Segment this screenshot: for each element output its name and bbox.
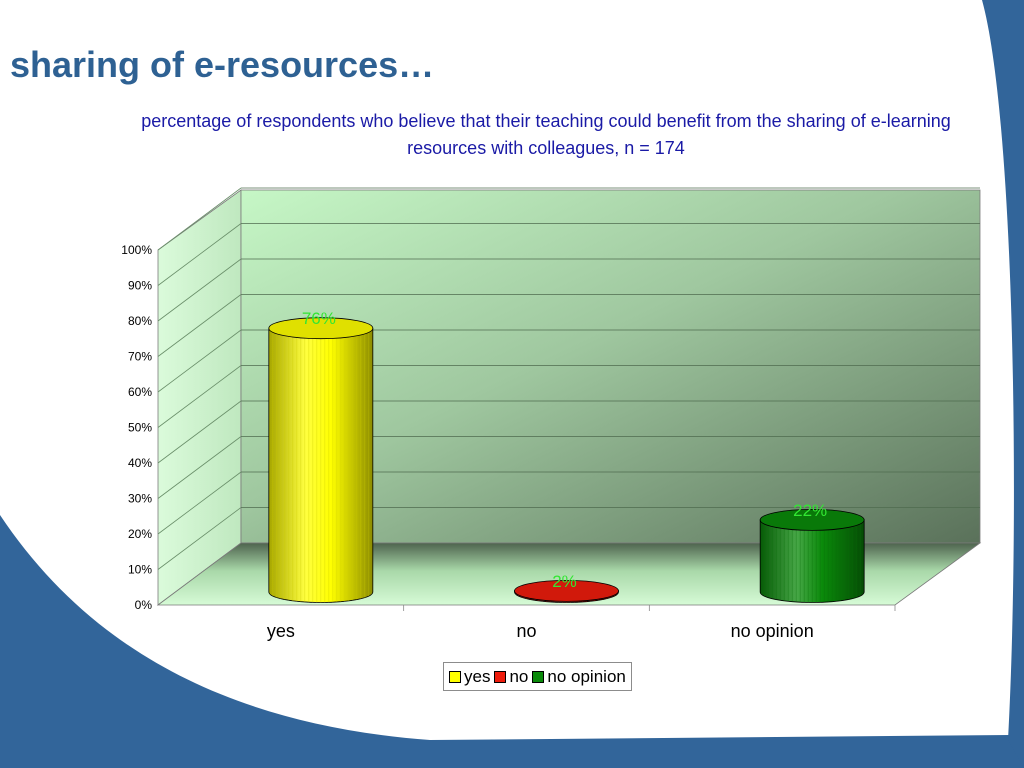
legend-swatch: [449, 670, 461, 683]
x-tick-label: yes: [267, 621, 295, 641]
y-tick-label: 10%: [128, 563, 152, 577]
legend-label: no: [509, 666, 529, 686]
gridline-side: [157, 294, 242, 357]
y-tick-label: 80%: [128, 314, 152, 328]
x-tick-label: no opinion: [731, 621, 814, 641]
data-label: 22%: [793, 501, 827, 520]
chart-title: percentage of respondents who believe th…: [141, 111, 951, 158]
legend-item: yes: [449, 667, 490, 687]
gridline-side: [157, 436, 242, 499]
y-tick-label: 90%: [128, 279, 152, 293]
legend-item: no opinion: [532, 666, 626, 687]
bar: 76%: [268, 309, 374, 603]
data-label: 76%: [302, 309, 336, 328]
legend-label: no opinion: [547, 666, 626, 686]
legend-item: no: [494, 667, 528, 687]
y-tick-label: 100%: [121, 243, 152, 257]
gridline-side: [157, 187, 242, 251]
bar-top: [759, 509, 865, 531]
gridline-side: [157, 258, 242, 322]
x-tick-label: no: [516, 621, 536, 641]
gridline-side: [157, 471, 242, 535]
bar-top: [268, 317, 374, 340]
y-tick-label: 50%: [128, 421, 152, 435]
gridline-side: [157, 365, 242, 428]
x-axis: yes no no opinion: [267, 621, 814, 641]
y-tick-label: 40%: [128, 456, 152, 470]
side-wall: [157, 189, 242, 606]
blue-swoosh-bottom: [0, 515, 1024, 768]
gridline-side: [157, 329, 242, 393]
y-tick-label: 30%: [128, 492, 152, 506]
legend-swatch: [494, 670, 507, 683]
bar-top: [514, 580, 619, 602]
y-tick-label: 60%: [128, 385, 152, 399]
bar: 2%: [514, 572, 619, 603]
slide-title: sharing of e-resources…: [10, 44, 435, 85]
y-tick-label: 70%: [128, 350, 152, 364]
blue-swoosh-right: [982, 0, 1024, 768]
gridline-side: [157, 507, 242, 570]
bars: 76% 2% 22%: [268, 309, 865, 603]
bar: 22%: [759, 501, 865, 603]
chart-legend: yes no no opinion: [443, 662, 632, 691]
legend-label: yes: [464, 666, 491, 686]
legend-swatch: [532, 670, 545, 683]
gridline-side: [157, 400, 242, 464]
y-tick-label: 0%: [135, 598, 153, 612]
data-label: 2%: [552, 572, 577, 591]
y-axis: 0% 10% 20% 30% 40% 50% 60% 70% 80% 90% 100%: [121, 243, 152, 612]
gridline-side: [157, 223, 242, 286]
y-tick-label: 20%: [128, 527, 152, 541]
